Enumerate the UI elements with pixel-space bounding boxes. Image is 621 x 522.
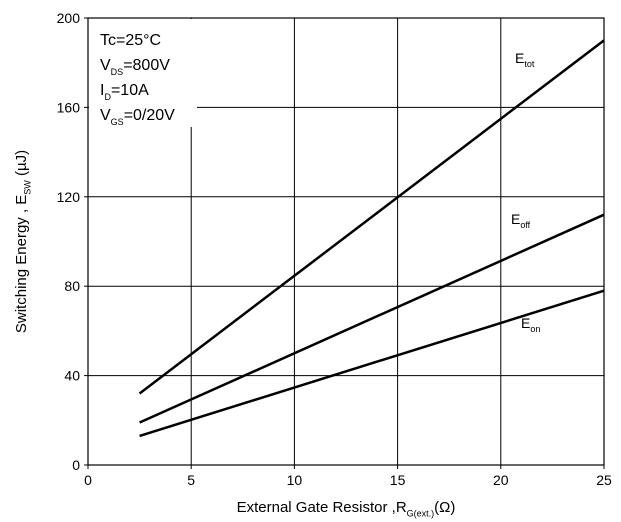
series-line	[139, 289, 605, 438]
y-tick-label: 0	[72, 457, 80, 473]
subscript: D	[104, 92, 111, 102]
text-segment: Tc=25°C	[100, 32, 161, 49]
annotation-line: VDS=800V	[100, 57, 170, 77]
series-label: Etot	[515, 50, 535, 69]
y-tick-label: 200	[57, 10, 81, 26]
text-segment: External Gate Resistor ,R	[237, 499, 407, 516]
text-segment: (µJ)	[13, 150, 30, 180]
subscript: on	[530, 324, 540, 334]
x-tick-label: 20	[493, 472, 509, 488]
text-segment: =10A	[111, 82, 149, 99]
text-segment: E	[521, 315, 530, 331]
x-tick-label: 5	[187, 472, 195, 488]
x-tick-label: 10	[287, 472, 303, 488]
x-tick-label: 0	[84, 472, 92, 488]
subscript: GS	[111, 117, 124, 127]
annotation-background	[89, 19, 197, 127]
subscript: DS	[111, 67, 124, 77]
x-axis-label: External Gate Resistor ,RG(ext.)(Ω)	[237, 499, 456, 519]
x-tick-label: 15	[390, 472, 406, 488]
y-tick-label: 40	[64, 368, 80, 384]
y-axis-label: Switching Energy , ESW (µJ)	[13, 150, 33, 333]
subscript: G(ext.)	[407, 509, 435, 519]
text-segment: (Ω)	[434, 499, 455, 516]
y-tick-label: 80	[64, 278, 80, 294]
text-segment: I	[100, 82, 104, 99]
plot-frame	[87, 17, 605, 466]
y-tick-label: 160	[57, 99, 81, 115]
text-segment: =800V	[123, 57, 170, 74]
y-tick-label: 120	[57, 189, 81, 205]
text-segment: V	[100, 107, 111, 124]
subscript: off	[520, 220, 530, 230]
annotation-line: ID=10A	[100, 82, 149, 102]
text-segment: Switching Energy , E	[13, 195, 30, 333]
text-segment: E	[515, 50, 524, 66]
series-label: Eoff	[511, 211, 531, 230]
subscript: tot	[524, 59, 535, 69]
text-segment: E	[511, 211, 520, 227]
text-segment: =0/20V	[124, 107, 175, 124]
text-segment: V	[100, 57, 111, 74]
subscript: SW	[23, 180, 33, 195]
series-line	[138, 39, 605, 395]
series-line	[139, 213, 605, 424]
series-label: Eon	[521, 315, 540, 334]
annotation-line: VGS=0/20V	[100, 107, 175, 127]
annotation-line: Tc=25°C	[100, 32, 161, 49]
x-tick-label: 25	[596, 472, 612, 488]
